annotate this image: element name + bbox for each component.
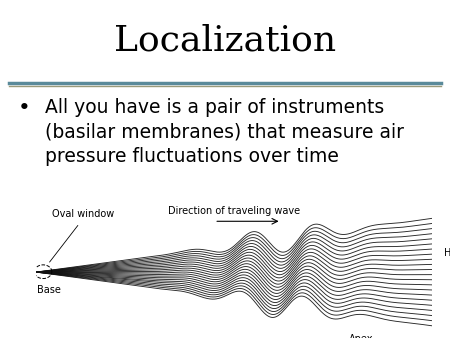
- Text: Base: Base: [37, 285, 61, 295]
- Text: Helicotrema: Helicotrema: [444, 247, 450, 258]
- Text: Localization: Localization: [114, 24, 336, 58]
- Text: All you have is a pair of instruments
(basilar membranes) that measure air
press: All you have is a pair of instruments (b…: [45, 98, 404, 166]
- Text: •: •: [18, 98, 31, 118]
- Text: Direction of traveling wave: Direction of traveling wave: [168, 207, 300, 216]
- Text: Oval window: Oval window: [52, 209, 115, 219]
- Text: Apex: Apex: [348, 334, 373, 338]
